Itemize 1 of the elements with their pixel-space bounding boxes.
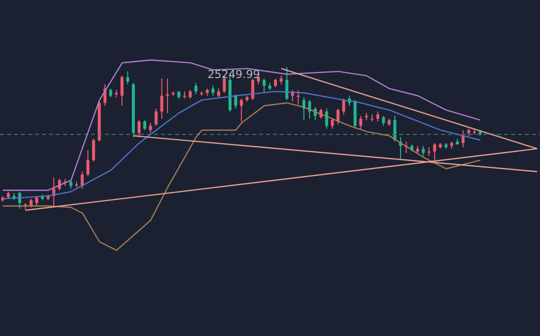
annotation: 25249.99 (208, 68, 260, 82)
